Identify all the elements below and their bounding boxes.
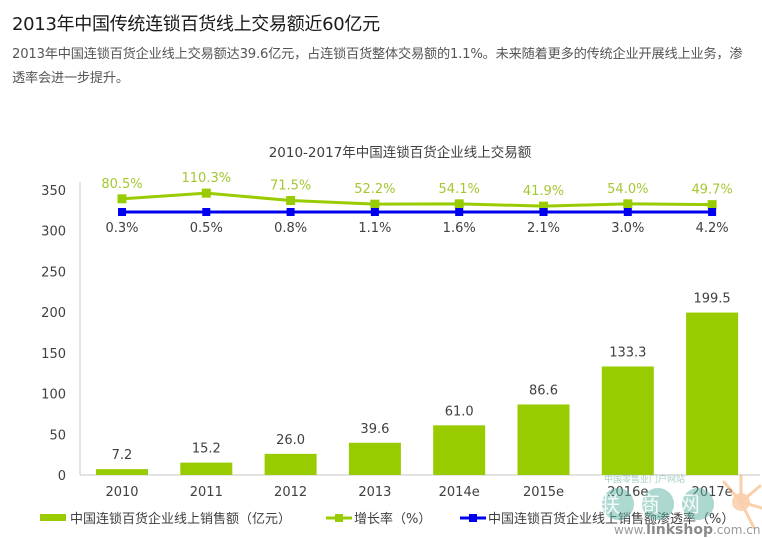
legend-marker-penetration — [469, 514, 477, 522]
bar — [348, 442, 401, 475]
growth-rate-label: 41.9% — [523, 184, 564, 199]
watermark-tagline: 中国零售业门户网站 — [604, 473, 685, 485]
growth-rate-line — [121, 191, 713, 208]
bar-data-label: 61.0 — [445, 404, 474, 419]
page-headline: 2013年中国传统连锁百货线上交易额近60亿元 — [12, 14, 380, 35]
bar-data-label: 15.2 — [192, 442, 221, 457]
bar — [180, 462, 233, 475]
penetration-rate-label: 4.2% — [696, 221, 729, 236]
x-tick-label: 2013 — [358, 485, 391, 500]
penetration-rate-label: 0.3% — [105, 221, 138, 236]
x-tick-label: 2012 — [274, 485, 307, 500]
watermark-url: www.linkshop.com.cn — [614, 522, 760, 538]
penetration-rate-marker — [370, 208, 379, 216]
growth-rate-label: 49.7% — [691, 183, 732, 198]
penetration-rate-marker — [539, 208, 548, 216]
legend-swatch-bar — [40, 514, 66, 521]
growth-rate-label: 80.5% — [101, 177, 142, 192]
growth-rate-label: 54.1% — [439, 182, 480, 197]
growth-rate-marker — [201, 188, 211, 198]
penetration-rate-marker — [286, 208, 295, 216]
growth-rate-marker — [117, 194, 127, 204]
bar-data-label: 26.0 — [276, 433, 305, 448]
y-tick-label: 300 — [41, 225, 66, 240]
bar-data-label: 86.6 — [529, 383, 558, 398]
growth-rate-marker — [454, 199, 464, 209]
growth-rate-marker — [623, 199, 633, 209]
growth-rate-marker — [370, 199, 380, 209]
bar-series: 7.2 15.2 26.0 39.6 61.0 86.6 133.3 199.5 — [96, 292, 739, 475]
legend-label-sales: 中国连锁百货企业线上销售额（亿元） — [70, 511, 291, 527]
penetration-rate-label: 1.6% — [443, 221, 476, 236]
penetration-rate-label: 3.0% — [611, 221, 644, 236]
chart-title: 2010-2017年中国连锁百货企业线上交易额 — [269, 144, 532, 161]
x-tick-label: 2010 — [105, 485, 138, 500]
legend: 中国连锁百货企业线上销售额（亿元） 增长率（%） 中国连锁百货企业线上销售额渗透率（… — [40, 511, 734, 527]
penetration-rate-label: 1.1% — [358, 221, 391, 236]
penetration-rate-label: 0.5% — [190, 221, 223, 236]
bar — [686, 312, 739, 475]
penetration-rate-label: 2.1% — [527, 221, 560, 236]
growth-rate-marker — [539, 201, 548, 211]
y-tick-label: 50 — [49, 428, 66, 443]
line-series: 80.5% 110.3% 71.5% 52.2% 54.1% 41.9% 54.0% 49.7… — [101, 171, 732, 236]
x-tick-label: 2014e — [439, 485, 480, 500]
bar-data-label: 199.5 — [693, 292, 730, 307]
bar-data-label: 133.3 — [609, 345, 646, 360]
sun-logo-icon — [722, 474, 762, 530]
penetration-rate-marker — [455, 208, 464, 216]
growth-rate-label: 110.3% — [182, 171, 232, 186]
growth-rate-label: 54.0% — [607, 182, 648, 197]
y-tick-label: 250 — [41, 265, 66, 280]
y-tick-label: 100 — [41, 388, 66, 403]
penetration-rate-marker — [708, 208, 717, 216]
bar — [96, 469, 148, 475]
growth-rate-label: 52.2% — [354, 182, 395, 197]
y-tick-label: 200 — [41, 306, 66, 321]
penetration-rate-label: 0.8% — [274, 221, 307, 236]
x-tick-label: 2015e — [523, 485, 564, 500]
legend-label-penetration: 中国连锁百货企业线上销售额渗透率（%） — [488, 511, 734, 527]
watermark-brand: 联商网 — [598, 493, 718, 518]
x-tick-label: 2011 — [190, 485, 223, 500]
page-description: 2013年中国连锁百货企业线上交易额达39.6亿元，占连锁百货整体交易额的1.1… — [12, 47, 743, 86]
legend-marker-growth — [335, 514, 343, 522]
penetration-rate-marker — [202, 208, 211, 216]
y-tick-label: 350 — [41, 184, 66, 199]
bar-data-label: 39.6 — [360, 422, 389, 437]
growth-rate-label: 71.5% — [270, 179, 311, 194]
bar-data-label: 7.2 — [112, 448, 133, 463]
penetration-rate-marker — [623, 208, 632, 216]
legend-label-growth: 增长率（%） — [354, 511, 431, 527]
y-tick-label: 0 — [58, 469, 66, 484]
bar — [517, 404, 570, 475]
y-tick-label: 150 — [41, 347, 66, 362]
bar — [264, 453, 317, 475]
growth-rate-marker — [286, 196, 296, 206]
watermark: 中国零售业门户网站 联商网 www.linkshop.com.cn — [598, 473, 762, 538]
penetration-rate-marker — [118, 208, 126, 216]
growth-rate-marker — [707, 200, 717, 210]
bar — [601, 366, 654, 475]
bar — [433, 425, 486, 475]
axes: 0 50 100 150 200 250 300 350 2010 2011 2012 2013 201… — [41, 182, 760, 500]
